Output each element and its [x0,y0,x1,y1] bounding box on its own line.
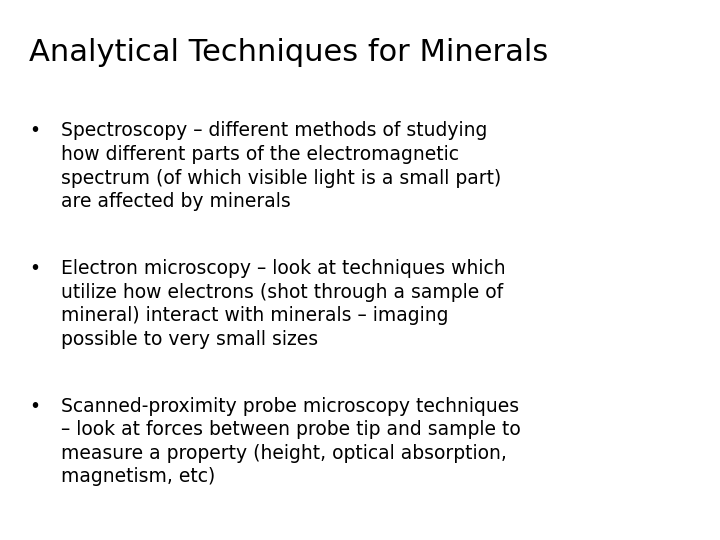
Text: •: • [29,397,40,416]
Text: Scanned-proximity probe microscopy techniques
– look at forces between probe tip: Scanned-proximity probe microscopy techn… [61,397,521,487]
Text: •: • [29,122,40,140]
Text: Spectroscopy – different methods of studying
how different parts of the electrom: Spectroscopy – different methods of stud… [61,122,501,211]
Text: Electron microscopy – look at techniques which
utilize how electrons (shot throu: Electron microscopy – look at techniques… [61,259,506,349]
Text: Analytical Techniques for Minerals: Analytical Techniques for Minerals [29,38,548,67]
Text: •: • [29,259,40,278]
